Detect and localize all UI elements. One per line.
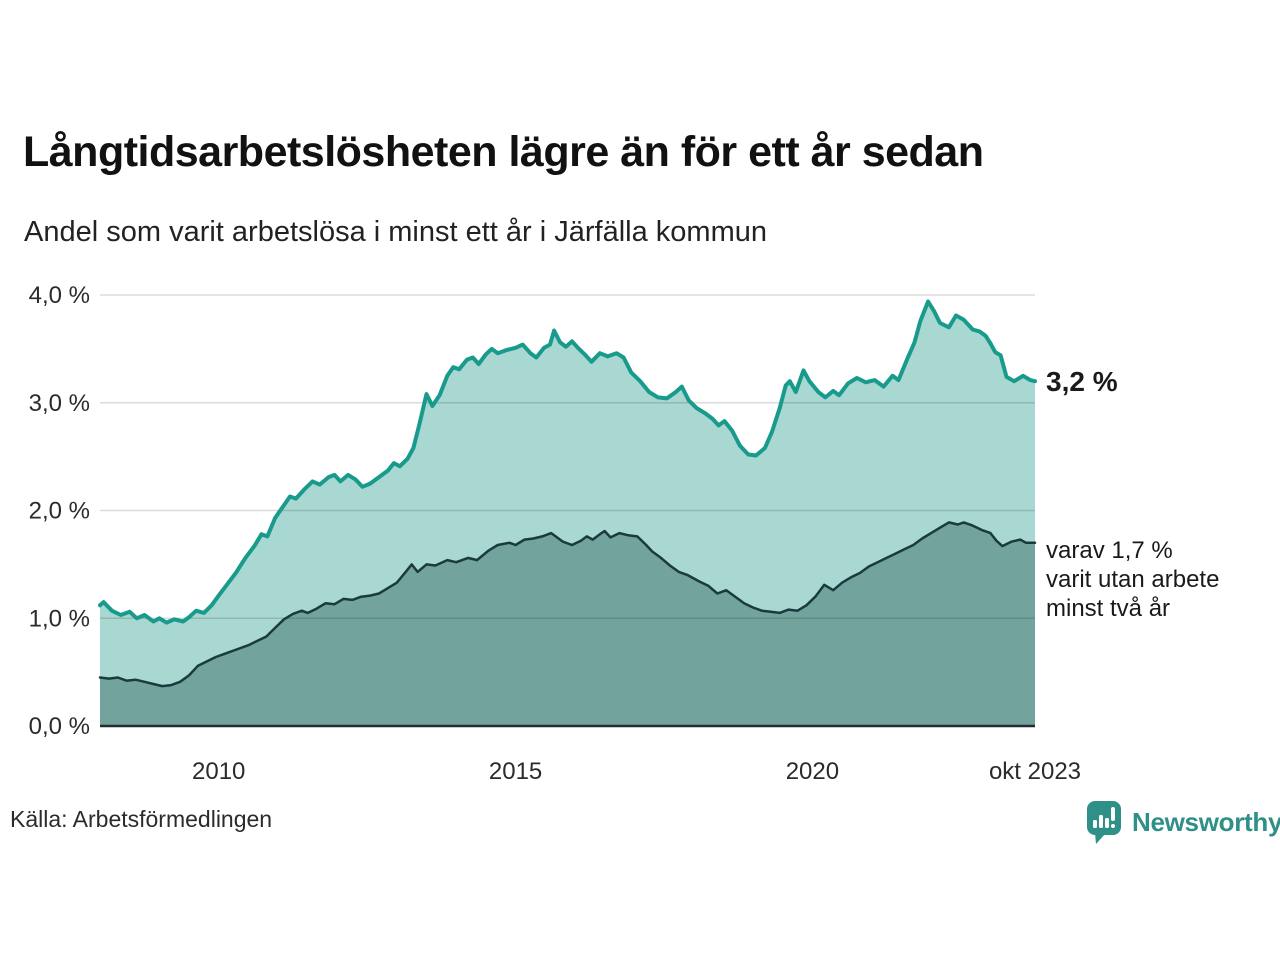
two-year-annotation-line: varav 1,7 % — [1046, 537, 1173, 564]
two-year-annotation-line: minst två år — [1046, 595, 1171, 622]
y-axis-label: 2,0 % — [29, 498, 90, 525]
chart-subtitle: Andel som varit arbetslösa i minst ett å… — [24, 216, 767, 248]
two-year-annotation-line: varit utan arbete — [1046, 566, 1220, 593]
newsworthy-logo: Newsworthy — [1086, 800, 1280, 846]
chart-bubble-icon — [1087, 801, 1121, 844]
y-axis-label: 0,0 % — [29, 713, 90, 740]
two-year-annotation: varav 1,7 % varit utan arbete minst två … — [1046, 536, 1219, 623]
y-axis-label: 3,0 % — [29, 390, 90, 417]
y-axis-label: 4,0 % — [29, 282, 90, 309]
source-text: Källa: Arbetsförmedlingen — [10, 806, 273, 832]
total-value-annotation: 3,2 % — [1046, 366, 1118, 397]
y-axis-label: 1,0 % — [29, 605, 90, 632]
series-line-1 — [98, 299, 1037, 625]
chart-title: Långtidsarbetslösheten lägre än för ett … — [23, 128, 984, 176]
x-axis-label: 2015 — [489, 758, 542, 785]
series-area-2 — [100, 522, 1035, 726]
x-axis-label: 2020 — [786, 758, 839, 785]
series-line-2 — [98, 521, 1037, 688]
newsworthy-logo-text: Newsworthy — [1132, 807, 1280, 837]
x-axis-label: okt 2023 — [989, 758, 1081, 785]
x-axis-label: 2010 — [192, 758, 245, 785]
